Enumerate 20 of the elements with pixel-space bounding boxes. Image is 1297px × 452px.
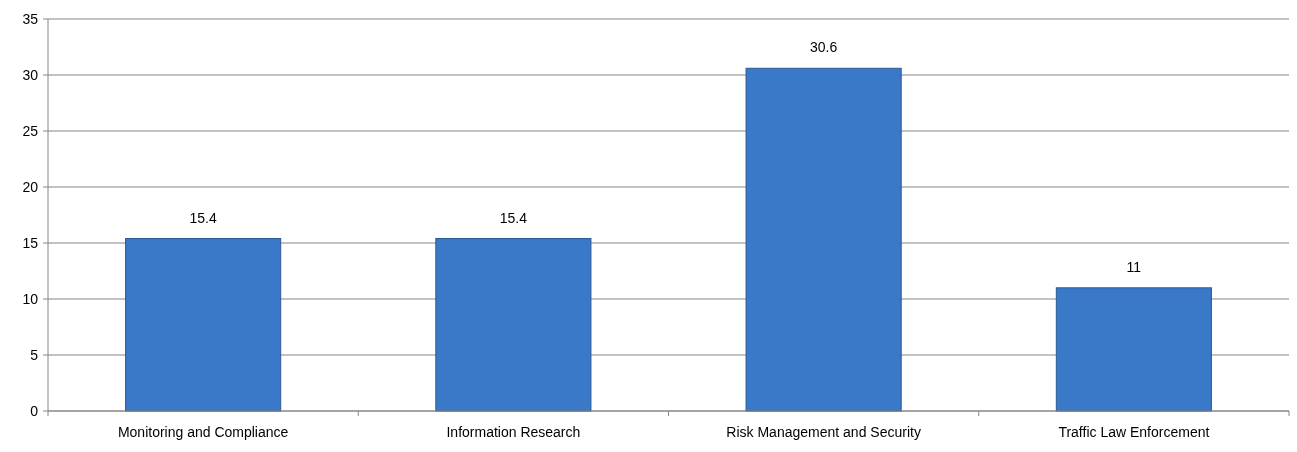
x-tick-label: Information Research [446, 424, 581, 440]
y-tick-label: 0 [30, 402, 39, 419]
x-tick-label: Monitoring and Compliance [117, 424, 289, 440]
x-tick-label: Traffic Law Enforcement [1058, 424, 1210, 440]
y-tick-label: 30 [22, 66, 39, 83]
bar [435, 238, 592, 412]
y-tick-label: 35 [22, 10, 39, 27]
bar [125, 238, 282, 412]
y-tick-label: 15 [22, 234, 39, 251]
data-label: 11 [1126, 258, 1142, 275]
bar [1055, 287, 1212, 412]
data-label: 15.4 [499, 209, 528, 226]
bar [745, 67, 902, 412]
y-tick-label: 25 [22, 122, 39, 139]
data-label: 15.4 [189, 209, 217, 226]
y-tick-label: 10 [22, 290, 39, 307]
x-tick-label: Risk Management and Security [726, 424, 921, 440]
y-tick-label: 5 [30, 346, 39, 363]
y-tick-label: 20 [22, 178, 39, 195]
data-label: 30.6 [810, 39, 838, 56]
